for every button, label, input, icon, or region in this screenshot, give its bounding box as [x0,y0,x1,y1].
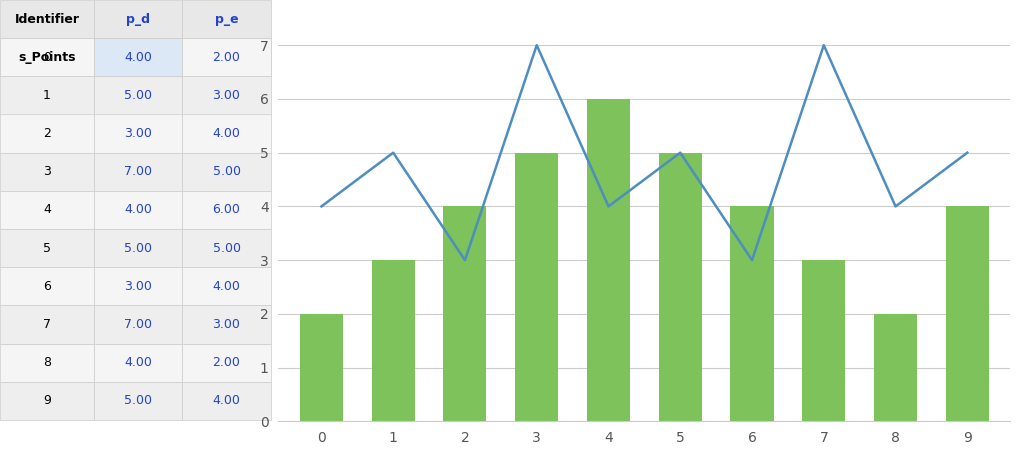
Bar [874,314,918,421]
Bar [0,382,94,420]
Bar [94,267,182,305]
Bar [0,38,94,76]
Bar [94,382,182,420]
Text: Identifier: Identifier [14,12,79,26]
Text: 6.00: 6.00 [212,203,240,217]
Bar [182,229,271,267]
Bar [802,260,845,421]
Text: 1: 1 [43,89,51,102]
Bar [94,38,182,76]
Text: 4.00: 4.00 [124,203,152,217]
Bar [94,76,182,114]
Text: 5.00: 5.00 [124,241,152,255]
Text: p_d: p_d [126,12,151,26]
Text: 8: 8 [43,356,51,369]
Text: 4: 4 [43,203,51,217]
Bar [587,99,630,421]
Text: 5: 5 [43,241,51,255]
Bar [0,0,94,38]
Bar [182,38,271,76]
Bar [94,153,182,191]
Bar [94,38,182,76]
Text: 3.00: 3.00 [124,280,152,293]
Bar [182,153,271,191]
Bar [94,114,182,153]
Text: 3.00: 3.00 [212,318,240,331]
Bar [182,305,271,344]
Bar [94,305,182,344]
Bar [371,260,414,421]
Text: s_Points: s_Points [19,51,75,64]
Bar [0,229,94,267]
Bar [94,0,182,38]
Text: 2.00: 2.00 [212,51,240,64]
Text: 7: 7 [43,318,51,331]
Text: 7.00: 7.00 [124,165,152,178]
Bar [182,76,271,114]
Text: 7.00: 7.00 [124,318,152,331]
Text: 5.00: 5.00 [212,241,240,255]
Bar [443,207,487,421]
Bar [94,191,182,229]
Bar [182,38,271,76]
Bar [182,191,271,229]
Text: 5.00: 5.00 [124,394,152,407]
Text: 4.00: 4.00 [212,394,240,407]
Bar [182,344,271,382]
Bar [182,114,271,153]
Bar [0,76,94,114]
Text: 4.00: 4.00 [212,280,240,293]
Bar [300,314,343,421]
Bar [945,207,989,421]
Bar [182,0,271,38]
Bar [0,191,94,229]
Bar [731,207,773,421]
Bar [516,153,558,421]
Bar [94,344,182,382]
Bar [0,38,94,76]
Text: 6: 6 [43,280,51,293]
Bar [0,153,94,191]
Text: 2: 2 [43,127,51,140]
Bar [0,305,94,344]
Text: 4.00: 4.00 [212,127,240,140]
Bar [659,153,702,421]
Text: 5.00: 5.00 [124,89,152,102]
Bar [94,229,182,267]
Bar [0,344,94,382]
Text: 4.00: 4.00 [124,51,152,64]
Text: 3: 3 [43,165,51,178]
Text: 9: 9 [43,394,51,407]
Bar [0,114,94,153]
Text: 3.00: 3.00 [212,89,240,102]
Text: 2.00: 2.00 [212,356,240,369]
Text: 4.00: 4.00 [124,356,152,369]
Bar [0,267,94,305]
Text: 0: 0 [43,51,51,64]
Bar [182,267,271,305]
Text: 5.00: 5.00 [212,165,240,178]
Text: p_e: p_e [214,12,238,26]
Text: 3.00: 3.00 [124,127,152,140]
Bar [182,382,271,420]
